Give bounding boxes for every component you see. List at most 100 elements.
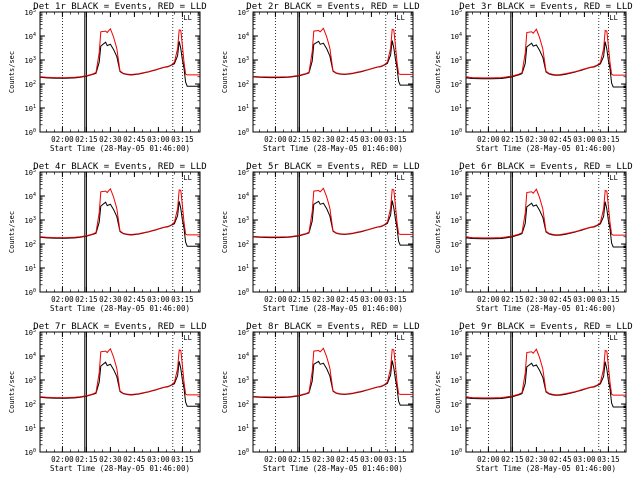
x-axis-label: Start Time (28-May-05 01:46:00) <box>263 464 403 473</box>
y-tick-label: 100 <box>238 288 249 297</box>
panel-title: Det 9r BLACK = Events, RED = LLD <box>459 322 632 332</box>
x-tick-label: 03:15 <box>384 455 407 464</box>
x-tick-label: 02:30 <box>525 295 548 304</box>
detector-panel-6: Det 6r BLACK = Events, RED = LLD 100 101 10… <box>434 162 633 313</box>
marker-label: LL <box>183 334 191 342</box>
series-line-events <box>252 360 413 406</box>
detector-panel-1: Det 1r BLACK = Events, RED = LLD 100 101 10… <box>8 2 207 153</box>
y-tick-label: 102 <box>238 80 249 89</box>
y-tick-label: 104 <box>25 352 36 361</box>
x-tick-label: 02:00 <box>264 135 287 144</box>
x-tick-label: 02:30 <box>99 295 122 304</box>
x-tick-label: 02:45 <box>336 135 359 144</box>
y-tick-label: 104 <box>451 192 462 201</box>
y-tick-label: 102 <box>238 240 249 249</box>
series-line-lld <box>465 188 626 239</box>
y-tick-label: 105 <box>238 8 249 17</box>
y-tick-label: 105 <box>25 328 36 337</box>
x-tick-label: 02:45 <box>123 135 146 144</box>
y-tick-label: 100 <box>451 288 462 297</box>
x-tick-label: 02:00 <box>264 455 287 464</box>
marker-label: LL <box>609 174 617 182</box>
y-tick-label: 101 <box>238 104 249 113</box>
x-tick-label: 03:15 <box>384 295 407 304</box>
x-tick-label: 02:00 <box>264 295 287 304</box>
y-tick-label: 101 <box>451 424 462 433</box>
y-tick-label: 101 <box>238 264 249 273</box>
y-axis-label: Counts/sec <box>221 51 229 93</box>
plot-frame <box>39 331 201 453</box>
detector-panel-4: Det 4r BLACK = Events, RED = LLD 100 101 10… <box>8 162 207 313</box>
series-line-lld <box>465 348 626 399</box>
y-tick-label: 103 <box>238 56 249 65</box>
x-axis-label: Start Time (28-May-05 01:46:00) <box>50 144 190 153</box>
x-tick-label: 02:45 <box>336 455 359 464</box>
y-axis-label: Counts/sec <box>8 211 16 253</box>
y-tick-label: 102 <box>451 400 462 409</box>
x-tick-label: 03:15 <box>597 455 620 464</box>
x-tick-label: 03:00 <box>360 295 383 304</box>
detector-panel-3: Det 3r BLACK = Events, RED = LLD 100 101 10… <box>434 2 633 153</box>
y-tick-label: 102 <box>25 240 36 249</box>
x-tick-label: 02:30 <box>312 295 335 304</box>
y-tick-label: 104 <box>238 192 249 201</box>
x-tick-label: 02:15 <box>75 135 98 144</box>
x-tick-label: 02:30 <box>99 455 122 464</box>
y-axis-label: Counts/sec <box>434 51 442 93</box>
y-tick-label: 101 <box>451 264 462 273</box>
y-axis-label: Counts/sec <box>8 51 16 93</box>
x-tick-label: 03:00 <box>360 135 383 144</box>
x-axis-label: Start Time (28-May-05 01:46:00) <box>263 304 403 313</box>
y-tick-label: 102 <box>25 80 36 89</box>
y-tick-label: 103 <box>25 56 36 65</box>
x-tick-label: 03:15 <box>384 135 407 144</box>
y-tick-label: 105 <box>238 328 249 337</box>
x-tick-label: 03:00 <box>147 135 170 144</box>
x-tick-label: 03:00 <box>573 295 596 304</box>
x-tick-label: 02:30 <box>99 135 122 144</box>
y-axis-label: Counts/sec <box>221 211 229 253</box>
series-line-events <box>252 200 413 246</box>
y-tick-label: 101 <box>238 424 249 433</box>
y-tick-label: 100 <box>238 448 249 457</box>
y-tick-label: 101 <box>25 264 36 273</box>
y-axis-label: Counts/sec <box>434 371 442 413</box>
marker-label: LL <box>183 174 191 182</box>
x-tick-label: 02:15 <box>288 455 311 464</box>
series-line-events <box>465 361 626 408</box>
panel-title: Det 1r BLACK = Events, RED = LLD <box>33 2 206 12</box>
x-tick-label: 02:30 <box>525 135 548 144</box>
x-tick-label: 02:45 <box>549 295 572 304</box>
y-tick-label: 100 <box>25 288 36 297</box>
y-tick-label: 104 <box>25 192 36 201</box>
y-axis-label: Counts/sec <box>8 371 16 413</box>
y-tick-label: 104 <box>238 352 249 361</box>
panel-title: Det 4r BLACK = Events, RED = LLD <box>33 162 206 172</box>
y-tick-label: 100 <box>25 128 36 137</box>
detector-panel-2: Det 2r BLACK = Events, RED = LLD 100 101 10… <box>221 2 420 153</box>
series-line-lld <box>39 27 200 79</box>
plot-frame <box>252 331 414 453</box>
y-tick-label: 104 <box>451 352 462 361</box>
y-tick-label: 105 <box>451 168 462 177</box>
x-axis-label: Start Time (28-May-05 01:46:00) <box>476 464 616 473</box>
detector-panel-9: Det 9r BLACK = Events, RED = LLD 100 101 10… <box>434 322 633 473</box>
y-tick-label: 102 <box>451 80 462 89</box>
y-tick-label: 101 <box>451 104 462 113</box>
panel-title: Det 2r BLACK = Events, RED = LLD <box>246 2 419 12</box>
series-line-lld <box>39 347 200 399</box>
series-line-lld <box>252 27 413 78</box>
x-tick-label: 02:00 <box>51 135 74 144</box>
marker-label: LL <box>396 174 404 182</box>
y-tick-label: 102 <box>25 400 36 409</box>
x-tick-label: 02:15 <box>75 295 98 304</box>
y-tick-label: 103 <box>25 216 36 225</box>
y-tick-label: 104 <box>451 32 462 41</box>
y-tick-label: 103 <box>451 376 462 385</box>
y-tick-label: 103 <box>238 376 249 385</box>
x-tick-label: 03:15 <box>171 455 194 464</box>
series-line-events <box>39 361 200 407</box>
y-tick-label: 102 <box>238 400 249 409</box>
marker-label: LL <box>396 334 404 342</box>
x-tick-label: 03:15 <box>171 135 194 144</box>
